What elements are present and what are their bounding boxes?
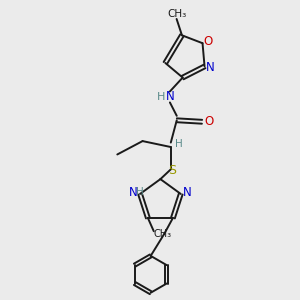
Text: S: S — [168, 164, 176, 177]
Text: N: N — [166, 90, 174, 103]
Text: CH₃: CH₃ — [167, 9, 186, 19]
Text: H: H — [136, 188, 143, 197]
Text: O: O — [204, 115, 213, 128]
Text: H: H — [175, 139, 183, 149]
Text: O: O — [203, 35, 212, 48]
Text: N: N — [183, 186, 192, 199]
Text: CH₃: CH₃ — [154, 229, 172, 239]
Text: H: H — [157, 92, 165, 101]
Text: N: N — [206, 61, 215, 74]
Text: N: N — [129, 186, 138, 199]
